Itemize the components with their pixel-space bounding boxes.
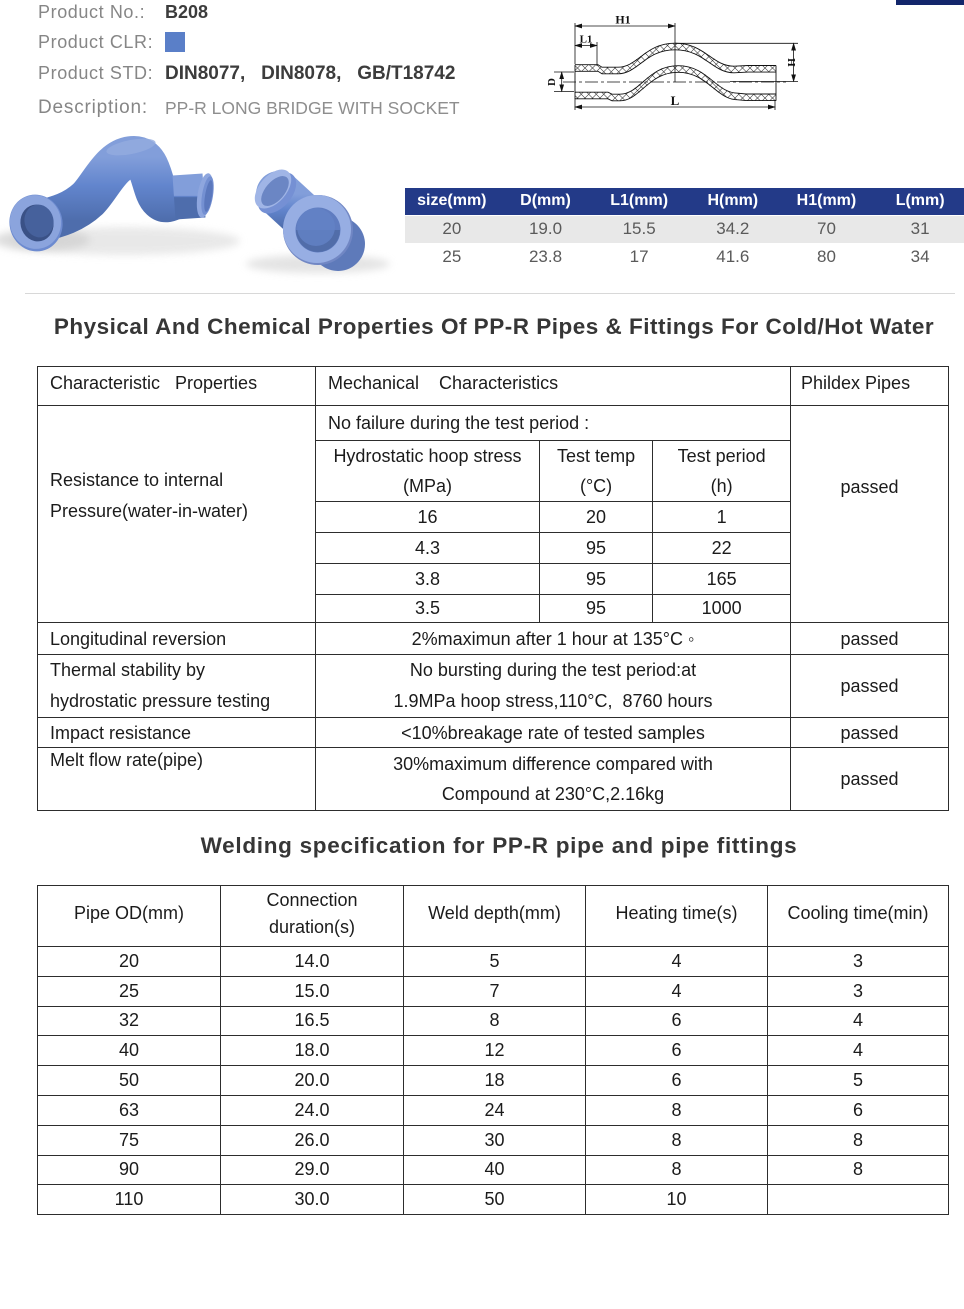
svg-text:L1: L1 (580, 34, 593, 46)
svg-text:H1: H1 (615, 13, 630, 27)
svg-text:L: L (671, 93, 680, 108)
svg-text:D: D (546, 78, 558, 86)
svg-text:H: H (785, 58, 797, 67)
